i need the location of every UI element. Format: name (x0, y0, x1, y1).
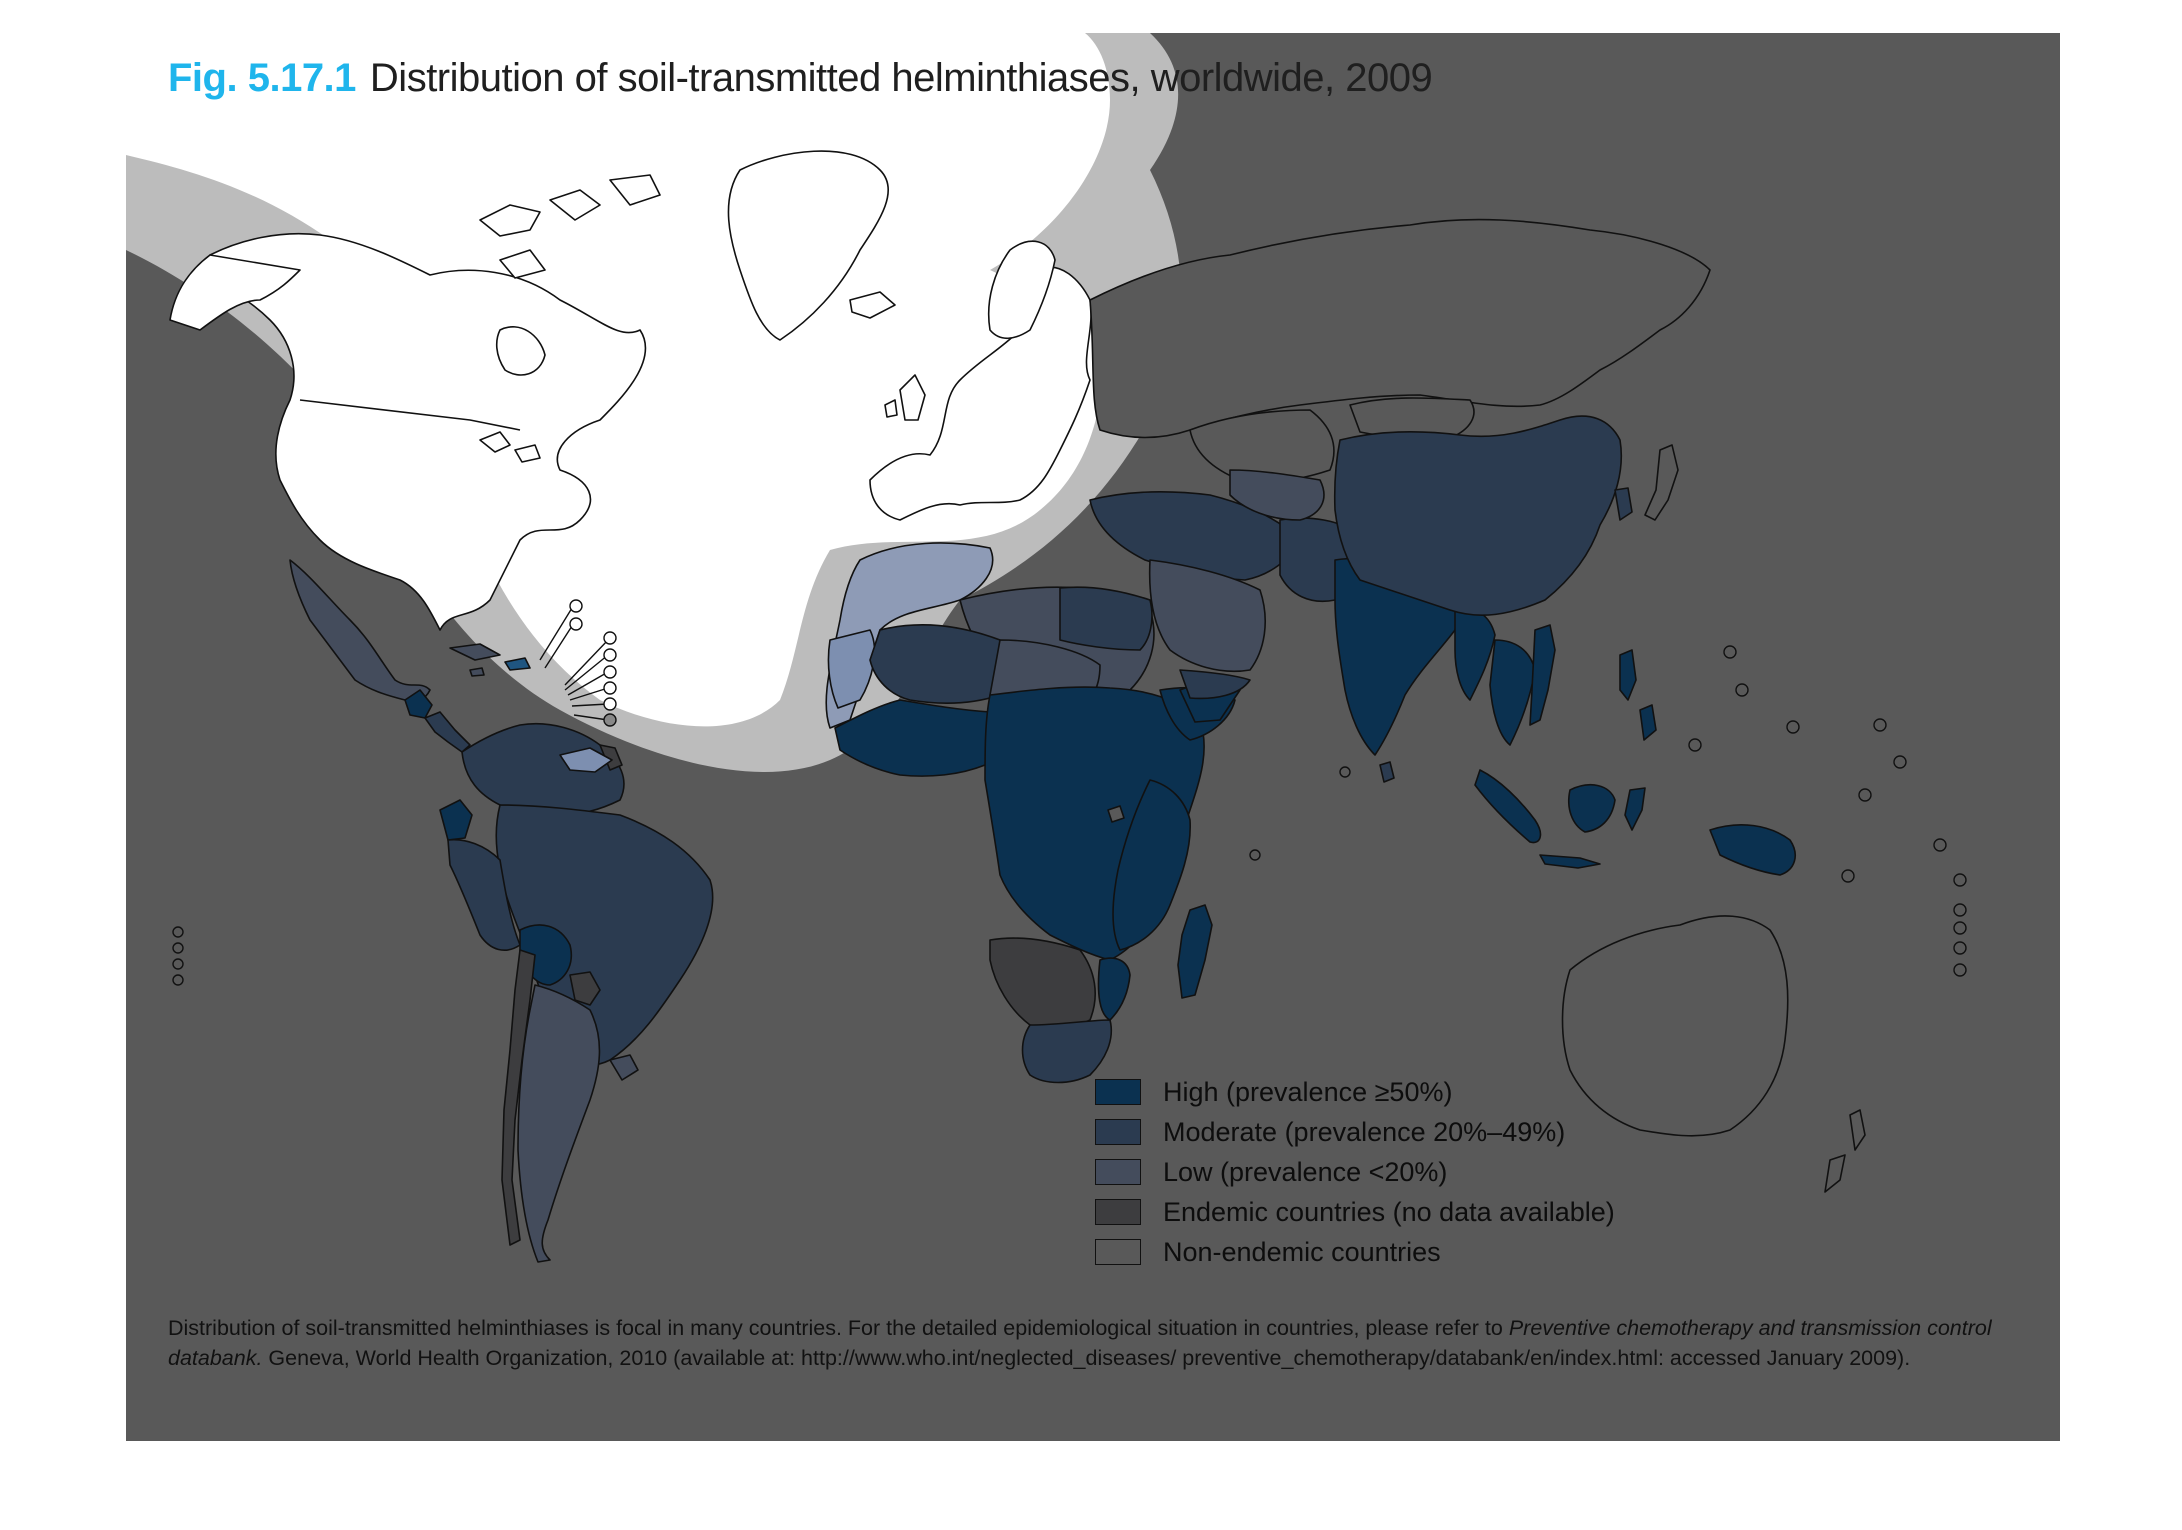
mozambique-high (1097, 957, 1131, 1021)
egypt-moderate (1059, 586, 1153, 651)
south-america-caribbean-low-wash (559, 747, 613, 773)
paraguay-endemic (569, 971, 601, 1006)
source-note: Distribution of soil-transmitted helmint… (168, 1313, 2038, 1373)
new-guinea-high (1709, 824, 1796, 876)
legend-label-non-endemic: Non-endemic countries (1163, 1236, 1441, 1267)
alaska-outline (169, 254, 301, 331)
great-lakes (479, 431, 541, 463)
central-asia-low (1229, 469, 1325, 521)
middle-east-low (1148, 559, 1266, 673)
legend-item-non-endemic: Non-endemic countries (1095, 1232, 1615, 1272)
legend-item-high: High (prevalence ≥50%) (1095, 1072, 1615, 1112)
source-note-text: Distribution of soil-transmitted helmint… (168, 1316, 1509, 1340)
bangladesh-myanmar-high (1454, 608, 1496, 701)
southern-africa-endemic (989, 937, 1096, 1030)
legend-item-moderate: Moderate (prevalence 20%–49%) (1095, 1112, 1615, 1152)
figure-title-text: Distribution of soil-transmitted helmint… (369, 56, 1433, 100)
sulawesi-high (1624, 787, 1646, 831)
uk-outline (884, 374, 926, 421)
iceland-outline (849, 291, 896, 319)
guatemala-high (404, 689, 433, 719)
haiti-high (504, 657, 531, 671)
hudson-bay (495, 326, 546, 376)
figure-title: Fig. 5.17.1 Distribution of soil-transmit… (168, 56, 1433, 101)
legend-label-moderate: Moderate (prevalence 20%–49%) (1163, 1116, 1566, 1147)
ecuador-high (439, 799, 473, 841)
western-sahara-low-overlay (827, 629, 876, 709)
legend-label-low: Low (prevalence <20%) (1163, 1156, 1448, 1187)
jamaica (469, 667, 485, 677)
lake-victoria (1107, 805, 1125, 823)
legend-swatch-moderate (1095, 1119, 1141, 1145)
sri-lanka-moderate (1379, 761, 1395, 783)
new-zealand-outline (1824, 1109, 1866, 1193)
argentina-low (517, 984, 601, 1263)
legend-item-endemic-no-data: Endemic countries (no data available) (1095, 1192, 1615, 1232)
caribbean-island-markers (539, 599, 617, 727)
kazakhstan-outline (1189, 409, 1335, 483)
legend-item-low: Low (prevalence <20%) (1095, 1152, 1615, 1192)
japan-outline (1644, 444, 1679, 521)
legend-swatch-high (1095, 1079, 1141, 1105)
philippines-high (1619, 649, 1657, 741)
australia-outline (1561, 915, 1789, 1137)
borneo-high (1568, 784, 1616, 833)
greenland-outline (727, 150, 890, 341)
source-note-databank-title: Preventive chemotherapy and transmission… (168, 1316, 1992, 1370)
china-moderate (1333, 415, 1623, 616)
canada-arctic-islands (479, 174, 661, 279)
south-africa-moderate (1021, 1019, 1113, 1084)
europe-outline (869, 266, 1092, 521)
southeast-asia-high (1489, 639, 1536, 746)
north-america-outline (209, 232, 647, 631)
central-america-moderate (424, 711, 471, 753)
usa-canada-border (299, 399, 521, 431)
java-high (1539, 854, 1601, 869)
legend-swatch-non-endemic (1095, 1239, 1141, 1265)
yemen-moderate (1179, 669, 1251, 700)
cuba-low (449, 643, 501, 661)
pacific-island-markers (172, 645, 1967, 986)
legend-label-endemic-no-data: Endemic countries (no data available) (1163, 1196, 1615, 1227)
legend-swatch-endemic-no-data (1095, 1199, 1141, 1225)
legend-label-high: High (prevalence ≥50%) (1163, 1076, 1453, 1107)
scandinavia-outline (987, 240, 1056, 340)
malaysia-sumatra-high (1474, 769, 1542, 844)
east-africa-high (1112, 779, 1191, 951)
chile-endemic (501, 949, 536, 1246)
vietnam-high (1529, 624, 1556, 726)
uruguay-low (609, 1054, 639, 1081)
map-legend: High (prevalence ≥50%) Moderate (prevale… (1095, 1072, 1615, 1272)
figure-number: Fig. 5.17.1 (168, 56, 356, 100)
source-note-citation: Geneva, World Health Organization, 2010 … (262, 1346, 1911, 1370)
madagascar-high (1177, 904, 1213, 999)
korea-peninsula (1614, 487, 1633, 521)
legend-swatch-low (1095, 1159, 1141, 1185)
